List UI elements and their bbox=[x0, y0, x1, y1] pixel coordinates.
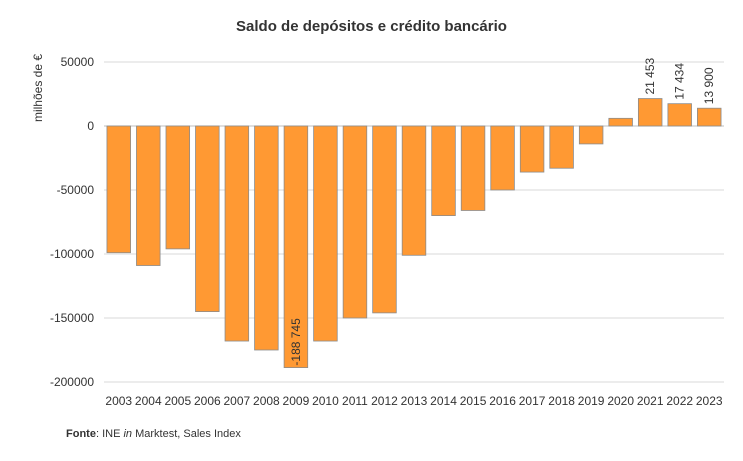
x-tick-label: 2022 bbox=[666, 394, 693, 408]
bar-2010 bbox=[313, 125, 338, 342]
bars bbox=[106, 98, 722, 368]
x-tick-label: 2003 bbox=[105, 394, 132, 408]
y-tick-label: -150000 bbox=[50, 311, 94, 325]
bar-2003 bbox=[106, 125, 131, 254]
x-tick-label: 2005 bbox=[164, 394, 191, 408]
x-tick-label: 2011 bbox=[342, 394, 368, 408]
x-tick-label: 2014 bbox=[430, 394, 457, 408]
x-tick-label: 2019 bbox=[578, 394, 605, 408]
x-tick-label: 2006 bbox=[194, 394, 221, 408]
y-axis-title: milhões de € bbox=[31, 54, 45, 122]
bar-2006 bbox=[195, 125, 220, 313]
x-tick-label: 2016 bbox=[489, 394, 516, 408]
data-labels: -188 745 21 453 17 434 13 900 bbox=[289, 58, 716, 366]
x-tick-label: 2017 bbox=[519, 394, 546, 408]
x-tick-label: 2012 bbox=[371, 394, 398, 408]
bar-2007 bbox=[224, 125, 250, 342]
y-tick-label: -50000 bbox=[57, 183, 95, 197]
bar-2013 bbox=[401, 125, 427, 256]
chart-title: Saldo de depósitos e crédito bancário bbox=[236, 18, 507, 35]
y-tick-label: -100000 bbox=[50, 247, 94, 261]
x-tick-label: 2018 bbox=[548, 394, 575, 408]
source-label: Fonte bbox=[66, 428, 96, 440]
bar-2021 bbox=[637, 98, 663, 127]
x-tick-label: 2021 bbox=[637, 394, 664, 408]
bar-2005 bbox=[165, 125, 191, 250]
bar-2012 bbox=[372, 125, 397, 314]
bar-2009 bbox=[283, 125, 309, 368]
bar-2015 bbox=[460, 125, 486, 211]
y-tick-label: 0 bbox=[87, 119, 94, 133]
bar-2017 bbox=[519, 125, 545, 173]
source-italic: in bbox=[123, 428, 133, 440]
x-tick-label: 2010 bbox=[312, 394, 339, 408]
x-tick-label: 2007 bbox=[224, 394, 251, 408]
x-tick-label: 2008 bbox=[253, 394, 280, 408]
x-tick-label: 2015 bbox=[460, 394, 487, 408]
x-tick-label: 2023 bbox=[696, 394, 723, 408]
y-tick-label: 50000 bbox=[61, 55, 95, 69]
data-label: -188 745 bbox=[289, 318, 303, 366]
data-label: 21 453 bbox=[643, 58, 657, 95]
data-label: 13 900 bbox=[702, 67, 716, 104]
bar-2018 bbox=[549, 125, 574, 169]
bar-2020 bbox=[608, 117, 633, 127]
x-tick-label: 2009 bbox=[283, 394, 310, 408]
y-tick-label: -200000 bbox=[50, 375, 94, 389]
x-tick-label: 2020 bbox=[607, 394, 634, 408]
x-tick-label: 2004 bbox=[135, 394, 162, 408]
x-axis-ticks: 2003 2004 2005 2006 2007 2008 2009 2010 2011 2012… bbox=[105, 394, 722, 408]
bar-2016 bbox=[490, 125, 515, 191]
bar-2011 bbox=[342, 125, 368, 319]
bar-2008 bbox=[254, 125, 279, 351]
bar-2014 bbox=[431, 125, 456, 216]
bar-2004 bbox=[136, 125, 161, 266]
source-text-after: Marktest, Sales Index bbox=[132, 428, 241, 440]
x-tick-label: 2013 bbox=[401, 394, 428, 408]
data-label: 17 434 bbox=[673, 63, 687, 100]
bar-2022 bbox=[667, 103, 692, 127]
source-note: Fonte: INE in Marktest, Sales Index bbox=[66, 428, 241, 440]
y-axis-ticks: 50000 0 -50000 -100000 -150000 -200000 bbox=[50, 55, 94, 389]
source-text-before: : INE bbox=[95, 428, 124, 440]
bar-2019 bbox=[578, 125, 604, 145]
bar-2023 bbox=[697, 107, 722, 127]
